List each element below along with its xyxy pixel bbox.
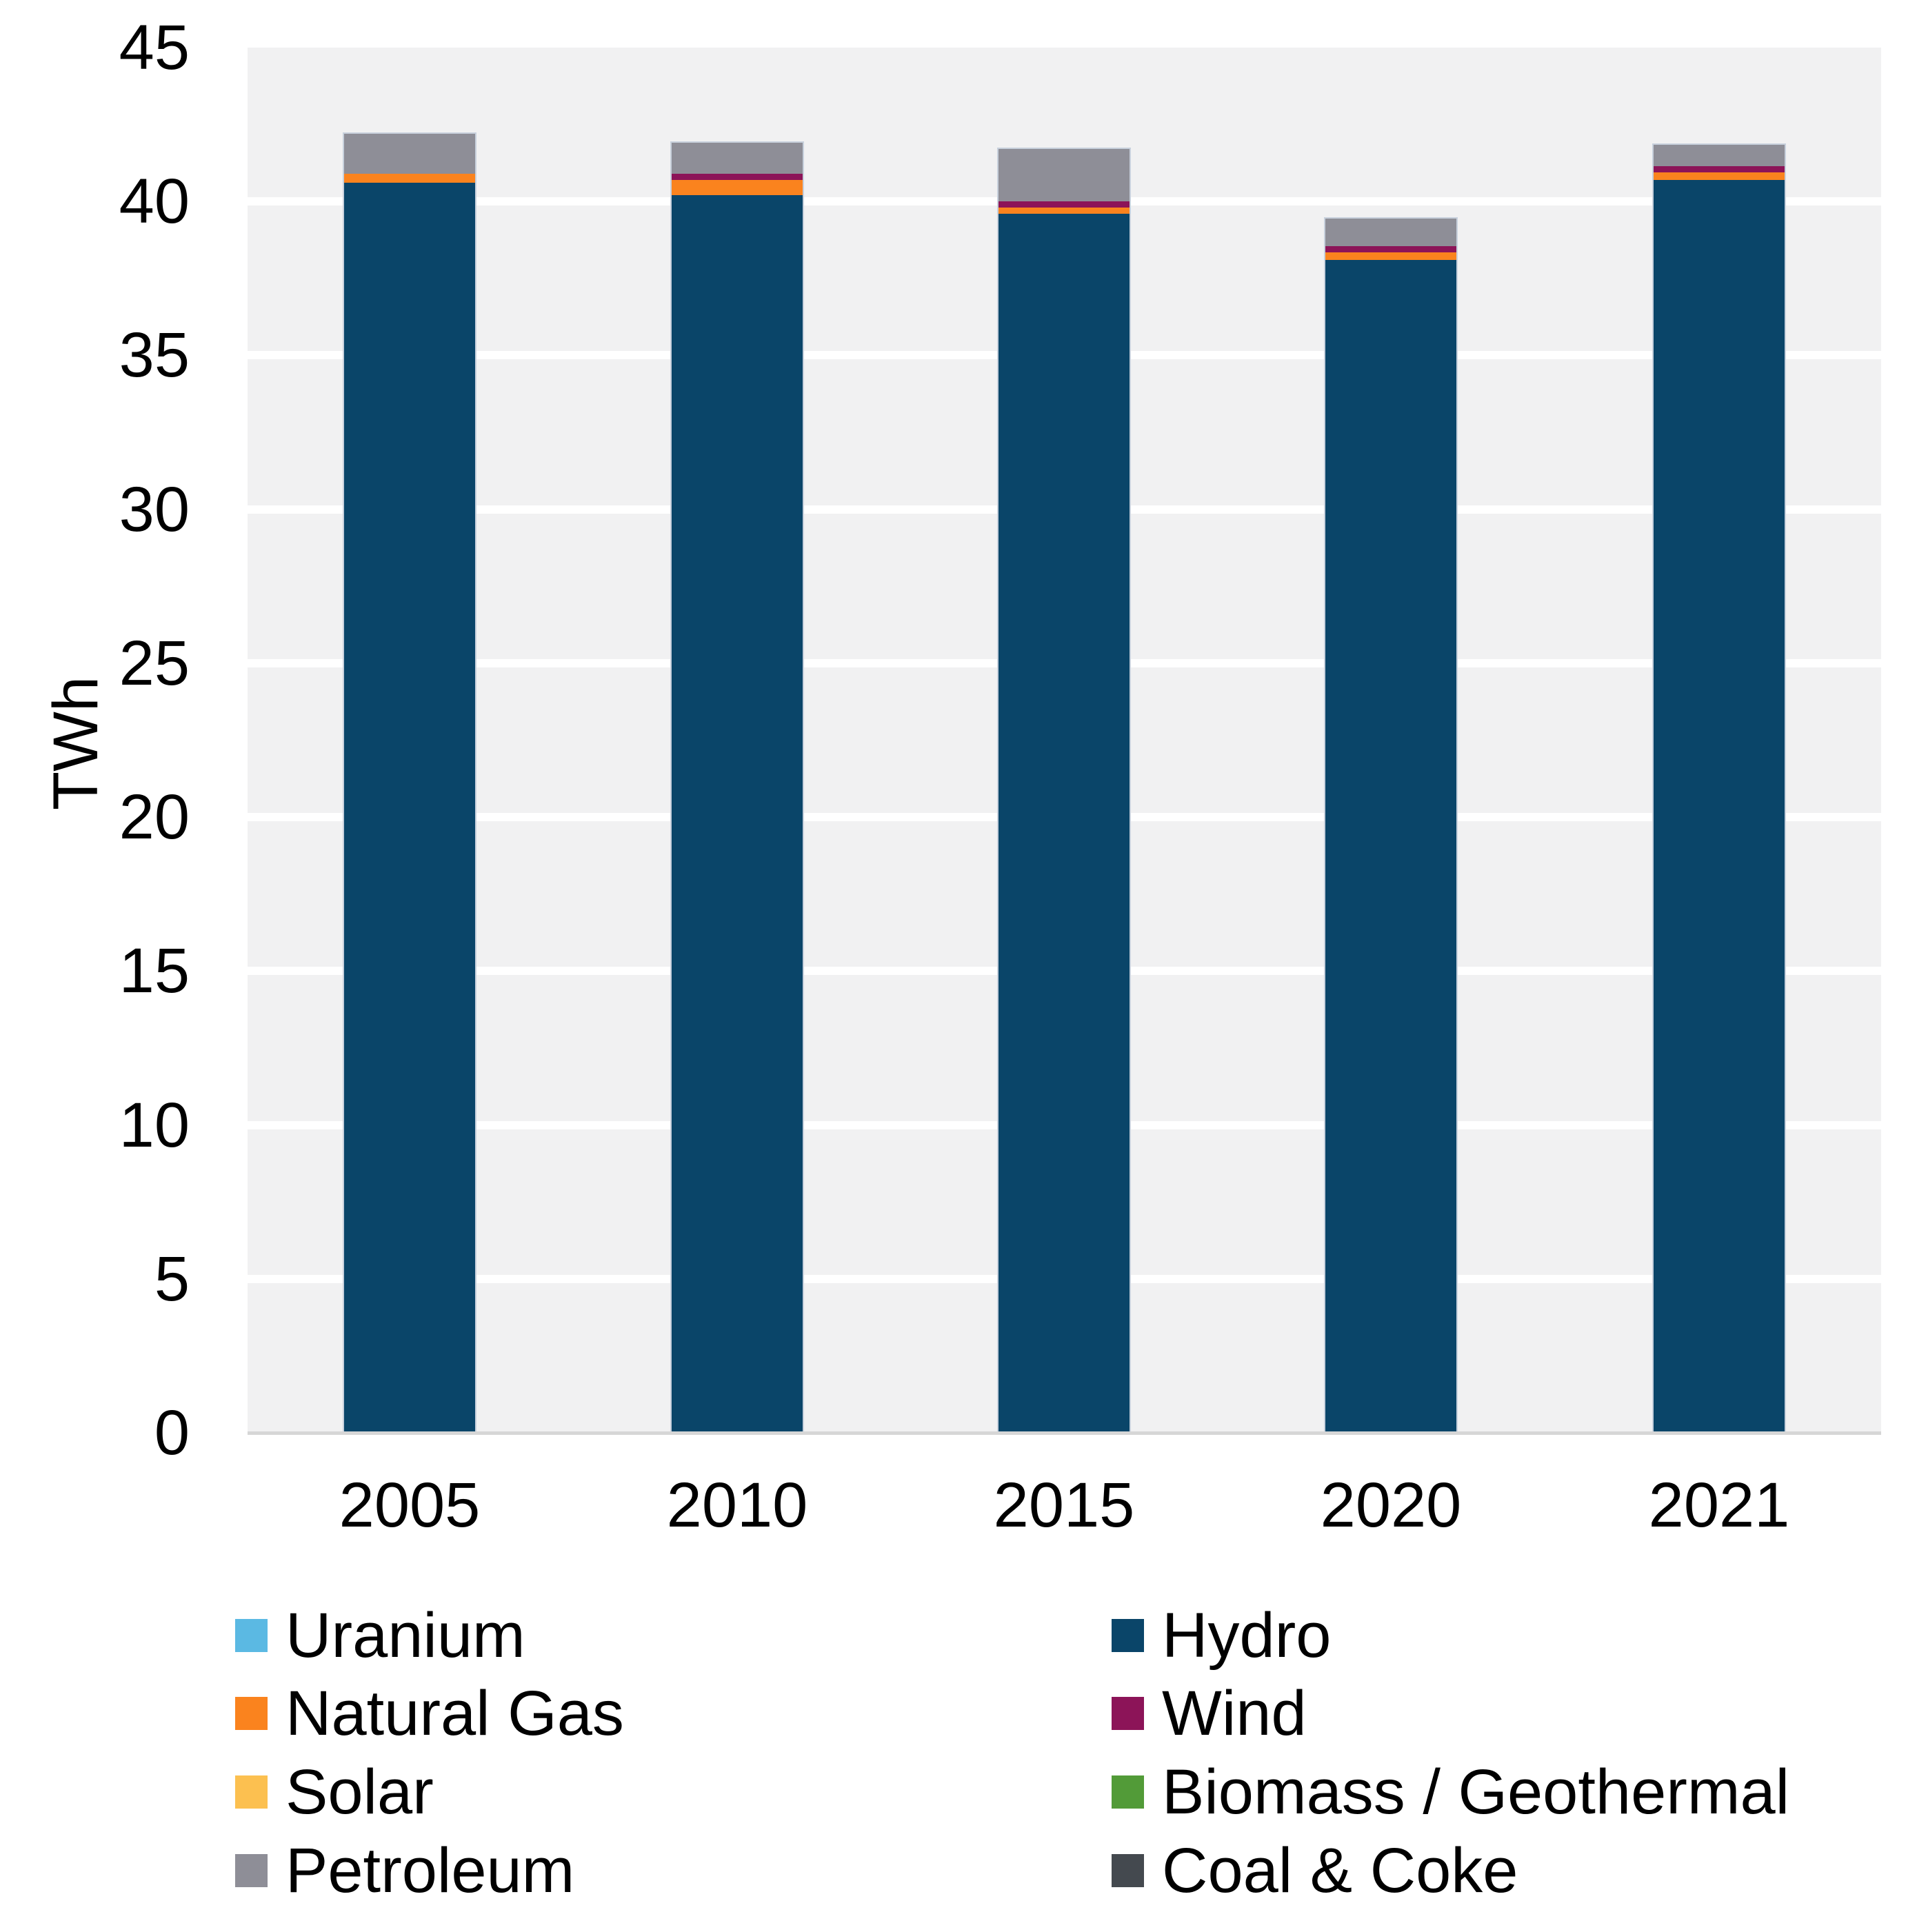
legend-item-natural-gas: Natural Gas bbox=[235, 1680, 624, 1747]
x-axis-tick-label: 2005 bbox=[339, 1470, 481, 1540]
y-axis-tick-label: 30 bbox=[119, 474, 190, 545]
legend-label: Natural Gas bbox=[285, 1678, 624, 1749]
legend-swatch-natural-gas bbox=[235, 1697, 268, 1730]
legend-swatch-uranium bbox=[235, 1619, 268, 1652]
bar-segment-petroleum bbox=[1654, 144, 1785, 167]
bar-segment-petroleum bbox=[998, 149, 1130, 202]
y-axis-tick-label: 5 bbox=[154, 1243, 190, 1314]
bar-segment-petroleum bbox=[344, 134, 475, 174]
bar-2010 bbox=[670, 141, 804, 1433]
legend-label: Biomass / Geothermal bbox=[1162, 1757, 1790, 1827]
y-axis-tick-label: 0 bbox=[154, 1398, 190, 1468]
legend-item-biomass-geothermal: Biomass / Geothermal bbox=[1112, 1759, 1789, 1825]
bar-segment-petroleum bbox=[672, 143, 803, 174]
y-axis-tick-label: 35 bbox=[119, 320, 190, 391]
y-axis-tick-label: 15 bbox=[119, 936, 190, 1007]
legend-label: Petroleum bbox=[285, 1835, 575, 1906]
legend-swatch-solar bbox=[235, 1775, 268, 1809]
bar-segment-hydro bbox=[998, 214, 1130, 1433]
bar-2005 bbox=[343, 132, 476, 1433]
legend-swatch-hydro bbox=[1112, 1619, 1144, 1652]
legend-label: Wind bbox=[1162, 1678, 1307, 1749]
legend-swatch-wind bbox=[1112, 1697, 1144, 1730]
bar-segment-natural-gas bbox=[1654, 172, 1785, 181]
legend-label: Uranium bbox=[285, 1600, 525, 1671]
x-axis-tick-label: 2021 bbox=[1648, 1470, 1790, 1540]
bar-2021 bbox=[1652, 143, 1786, 1433]
bar-segment-petroleum bbox=[1325, 219, 1456, 247]
legend-label: Solar bbox=[285, 1757, 434, 1827]
x-axis-line bbox=[248, 1431, 1881, 1435]
bar-segment-hydro bbox=[672, 195, 803, 1433]
bar-segment-wind bbox=[672, 174, 803, 180]
x-axis-tick-label: 2015 bbox=[993, 1470, 1135, 1540]
y-axis-tick-label: 10 bbox=[119, 1089, 190, 1160]
bar-segment-natural-gas bbox=[344, 174, 475, 183]
legend-item-solar: Solar bbox=[235, 1759, 434, 1825]
legend-label: Coal & Coke bbox=[1162, 1835, 1518, 1906]
legend-swatch-biomass-geothermal bbox=[1112, 1775, 1144, 1809]
bar-segment-hydro bbox=[1654, 180, 1785, 1433]
y-axis-tick-label: 25 bbox=[119, 627, 190, 698]
bar-segment-wind bbox=[1654, 166, 1785, 173]
bar-segment-hydro bbox=[344, 183, 475, 1433]
x-axis-tick-label: 2020 bbox=[1320, 1470, 1462, 1540]
bar-2015 bbox=[997, 148, 1131, 1433]
bar-segment-natural-gas bbox=[998, 208, 1130, 214]
y-axis-tick-label: 40 bbox=[119, 166, 190, 237]
bar-2020 bbox=[1324, 217, 1458, 1433]
y-axis-tick-label: 45 bbox=[119, 12, 190, 83]
legend-item-coal-coke: Coal & Coke bbox=[1112, 1838, 1518, 1904]
bar-segment-natural-gas bbox=[672, 179, 803, 196]
legend-item-wind: Wind bbox=[1112, 1680, 1307, 1747]
bar-segment-wind bbox=[998, 201, 1130, 208]
legend-item-petroleum: Petroleum bbox=[235, 1838, 574, 1904]
legend-item-uranium: Uranium bbox=[235, 1602, 525, 1669]
bar-segment-natural-gas bbox=[1325, 252, 1456, 261]
bar-segment-hydro bbox=[1325, 260, 1456, 1433]
y-axis-tick-label: 20 bbox=[119, 782, 190, 853]
legend-label: Hydro bbox=[1162, 1600, 1332, 1671]
bar-segment-wind bbox=[1325, 246, 1456, 253]
legend-swatch-coal-coke bbox=[1112, 1854, 1144, 1887]
legend-swatch-petroleum bbox=[235, 1854, 268, 1887]
legend-item-hydro: Hydro bbox=[1112, 1602, 1331, 1669]
x-axis-tick-label: 2010 bbox=[666, 1470, 808, 1540]
